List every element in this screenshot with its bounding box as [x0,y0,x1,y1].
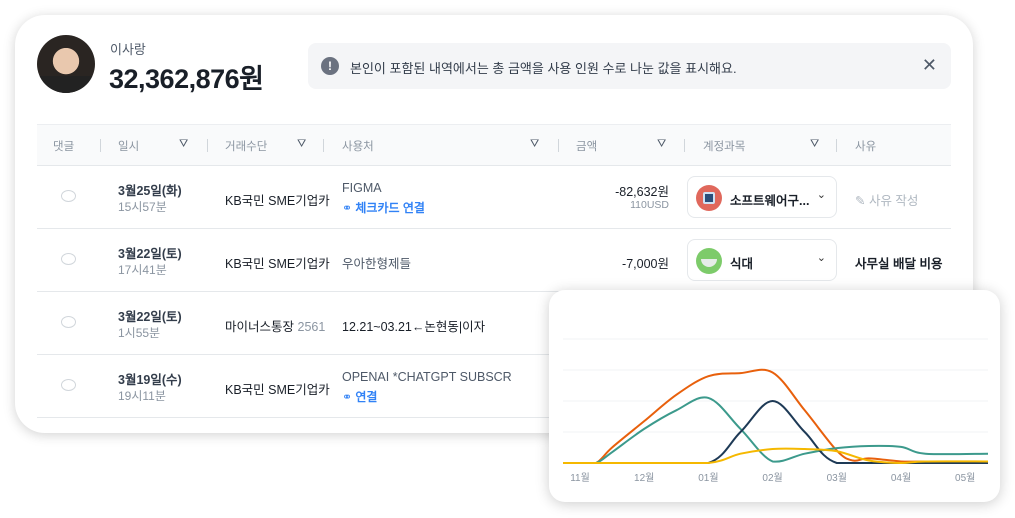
column-amount: 금액 [576,141,598,153]
date: 3월25일(화) [118,184,182,198]
column-reason: 사유 [855,141,877,153]
software-icon [696,185,722,211]
link-label: 연결 [355,390,378,404]
account-select[interactable]: 식대 ⌄ [687,239,837,281]
series-line [563,447,989,465]
column-divider[interactable] [323,139,324,152]
date: 3월22일(토) [118,310,182,324]
notice-banner: ! 본인이 포함된 내역에서는 총 금액을 사용 인원 수로 나눈 값을 표시해… [308,43,951,89]
payment-method: KB국민 SME기업카 [225,383,330,397]
table-row[interactable]: 3월25일(화) 15시57분 KB국민 SME기업카 FIGMA ⚭ 체크카드… [37,166,951,229]
merchant: 12.21~03.21←논현동|이자 [342,320,486,334]
x-tick-label: 03월 [827,472,847,484]
total-amount: 32,362,876원 [109,64,264,94]
column-method: 거래수단 [225,141,268,153]
time: 15시57분 [118,200,167,214]
filter-icon[interactable]: ⛛ [657,138,667,150]
amount: -7,000원 [622,257,669,271]
filter-icon[interactable]: ⛛ [810,138,820,150]
chevron-down-icon: ⌄ [816,252,826,264]
user-name: 이사랑 [110,42,146,57]
foreign-amount: 110USD [630,199,669,211]
comment-icon[interactable] [61,379,76,391]
comment-icon[interactable] [61,190,76,202]
x-tick-label: 12월 [634,472,654,484]
column-account: 계정과목 [703,141,746,153]
comment-icon[interactable] [61,253,76,265]
table-row[interactable]: 3월22일(토) 17시41분 KB국민 SME기업카 우아한형제들 -7,00… [37,229,951,292]
comment-icon[interactable] [61,316,76,328]
time: 19시11분 [118,389,166,403]
x-tick-label: 02월 [762,472,782,484]
time: 17시41분 [118,263,167,277]
filter-icon[interactable]: ⛛ [530,138,540,150]
time: 1시55분 [118,326,161,340]
column-comment: 댓글 [53,141,75,153]
close-icon[interactable]: ✕ [921,55,937,75]
table-row[interactable]: 3월19일(수) 19시11분 KB국민 SME기업카 OPENAI *CHAT… [37,355,951,418]
table-row[interactable]: 3월22일(토) 1시55분 마이너스통장 2561 12.21~03.21←논… [37,292,951,355]
merchant: OPENAI *CHATGPT SUBSCR [342,370,512,384]
account-label: 소프트웨어구... [730,194,810,208]
notice-text: 본인이 포함된 내역에서는 총 금액을 사용 인원 수로 나눈 값을 표시해요. [350,61,737,76]
column-divider[interactable] [207,139,208,152]
info-icon: ! [321,57,339,75]
account-number: 2561 [297,320,326,334]
line-chart: 11월 12월 01월 02월 03월 04월 05월 [563,338,989,484]
payment-method: 마이너스통장 2561 [225,316,325,335]
amount: -82,632원 [615,185,669,199]
column-divider[interactable] [836,139,837,152]
account-select[interactable]: 소프트웨어구... ⌄ [687,176,837,218]
chart-card: 11월 12월 01월 02월 03월 04월 05월 [549,290,1000,502]
filter-icon[interactable]: ⛛ [179,138,189,150]
avatar [37,35,95,93]
reason-placeholder: 사유 작성 [868,194,919,208]
x-tick-label: 04월 [891,472,911,484]
column-merchant: 사용처 [342,141,374,153]
payment-method: KB국민 SME기업카 [225,194,330,208]
date: 3월19일(수) [118,373,182,387]
merchant: FIGMA [342,181,382,195]
merchant: 우아한형제들 [342,257,412,271]
series-line [563,368,988,464]
column-divider[interactable] [100,139,101,152]
link-icon: ⚭ [342,390,356,404]
account-label: 식대 [730,257,754,271]
link-icon: ⚭ [342,201,356,215]
link-button[interactable]: ⚭ 연결 [342,388,377,405]
meal-icon [696,248,722,274]
x-tick-label: 01월 [698,472,718,484]
write-reason-button[interactable]: ✎ 사유 작성 [855,190,918,209]
table-header: 댓글 일시 ⛛ 거래수단 ⛛ 사용처 ⛛ 금액 ⛛ 계정과목 ⛛ 사유 [37,124,951,166]
link-button[interactable]: ⚭ 체크카드 연결 [342,199,425,216]
date: 3월22일(토) [118,247,182,261]
chevron-down-icon: ⌄ [816,189,826,201]
column-divider[interactable] [558,139,559,152]
transactions-card: 이사랑 32,362,876원 ! 본인이 포함된 내역에서는 총 금액을 사용… [15,15,973,433]
series-line [563,396,989,464]
edit-icon: ✎ [855,194,869,208]
x-tick-label: 05월 [955,472,975,484]
link-label: 체크카드 연결 [355,201,425,215]
filter-icon[interactable]: ⛛ [297,138,307,150]
x-tick-label: 11월 [570,472,590,484]
column-divider[interactable] [684,139,685,152]
method-name: 마이너스통장 [225,320,295,334]
payment-method: KB국민 SME기업카 [225,257,330,271]
reason[interactable]: 사무실 배달 비용 [855,257,943,271]
column-date: 일시 [118,141,140,153]
